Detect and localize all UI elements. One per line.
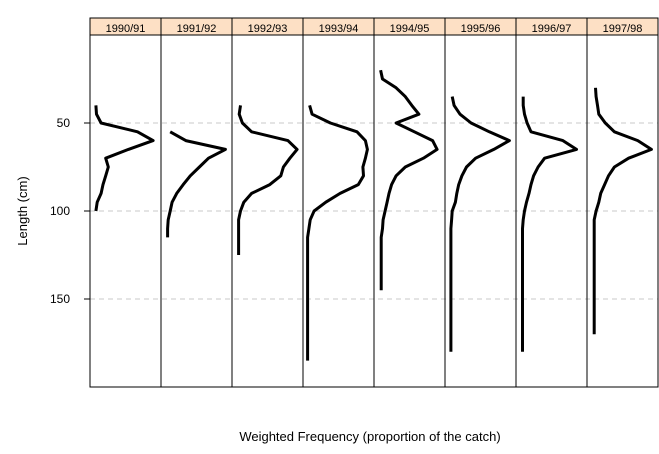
frequency-line — [94, 105, 155, 212]
frequency-line — [521, 96, 578, 352]
y-tick-label: 50 — [57, 116, 71, 130]
frequency-line — [306, 104, 369, 361]
strip-label: 1995/96 — [461, 23, 501, 35]
y-axis-title: Length (cm) — [15, 176, 30, 245]
frequency-line — [379, 69, 439, 291]
y-tick-label: 150 — [50, 292, 70, 306]
strip-label: 1994/95 — [390, 23, 430, 35]
strip-label: 1996/97 — [532, 23, 572, 35]
strip-label: 1992/93 — [248, 23, 288, 35]
frequency-line — [166, 130, 227, 238]
frequency-line — [592, 87, 653, 335]
panel — [586, 34, 659, 388]
frequency-line — [237, 105, 299, 255]
frequency-line — [449, 96, 511, 352]
strip-label: 1990/91 — [106, 23, 146, 35]
strip-label: 1991/92 — [177, 23, 217, 35]
strip-label: 1993/94 — [319, 23, 359, 35]
x-axis-title: Weighted Frequency (proportion of the ca… — [239, 429, 500, 444]
strip-label: 1997/98 — [603, 23, 643, 35]
y-tick-label: 100 — [50, 204, 70, 218]
